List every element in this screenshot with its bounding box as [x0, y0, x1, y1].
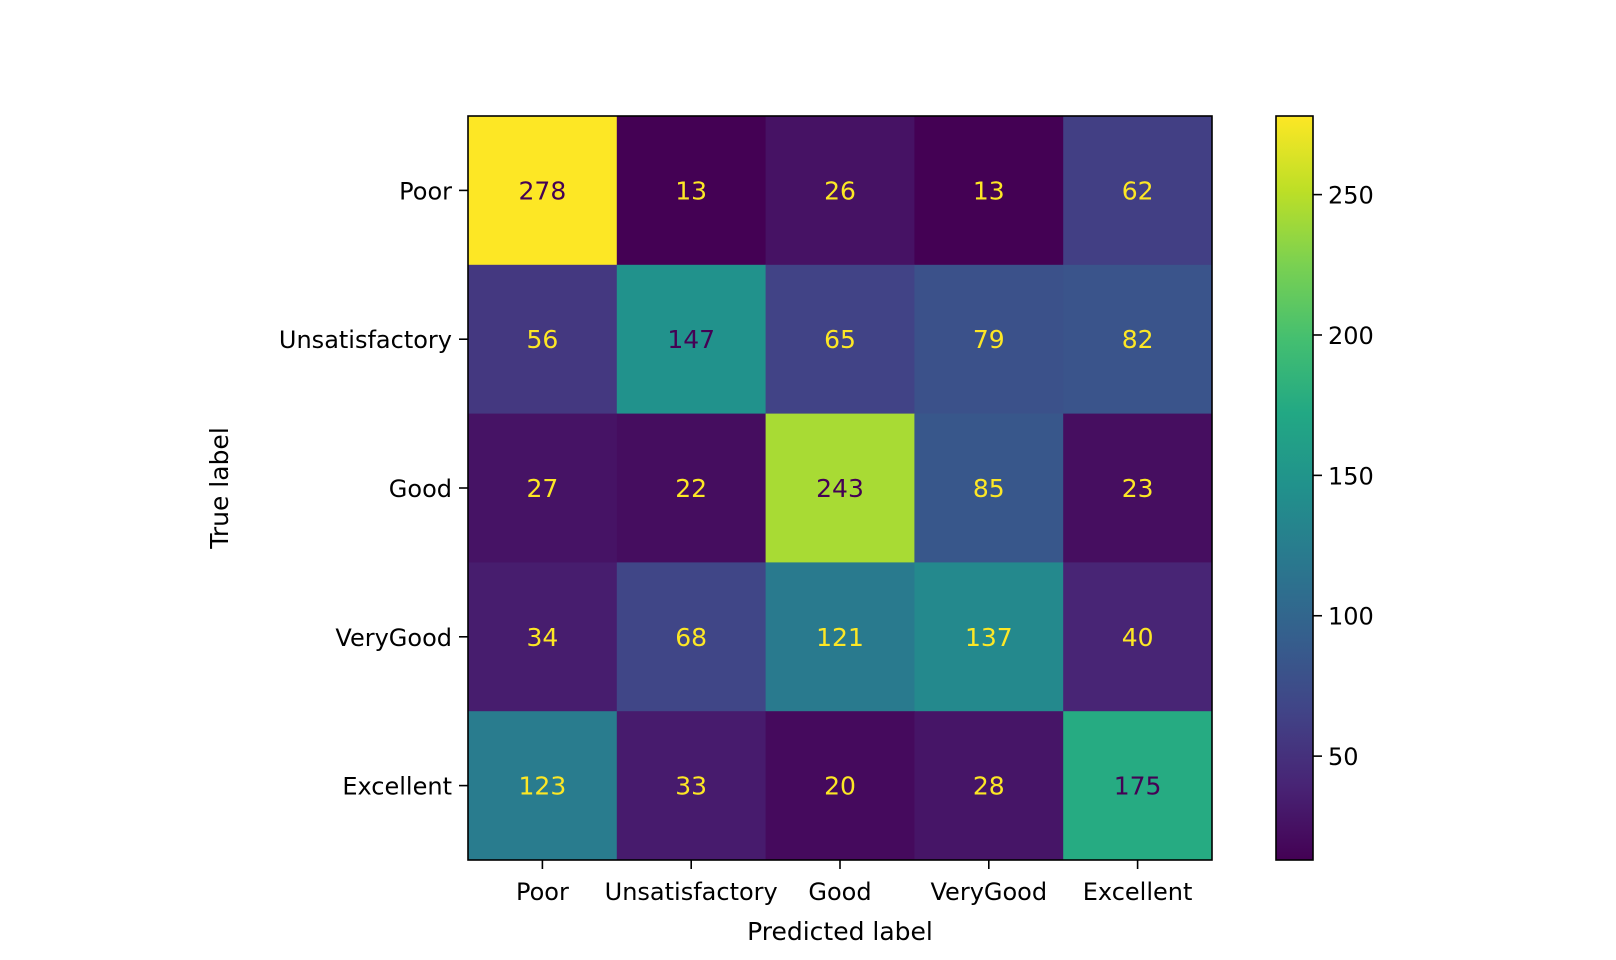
heatmap-cell — [616, 116, 767, 266]
x-tick-label: Good — [808, 878, 871, 906]
colorbar — [1275, 115, 1314, 861]
y-tick-label: VeryGood — [335, 624, 452, 652]
x-tick-label: Unsatisfactory — [605, 878, 778, 906]
heatmap-cell — [765, 116, 915, 266]
cell-value-label: 20 — [824, 772, 856, 801]
heatmap-cell — [914, 413, 1064, 563]
cell-value-label: 34 — [526, 623, 558, 652]
y-axis-ticks: Poor Unsatisfactory Good VeryGood Excellent — [279, 177, 468, 801]
heatmap-cells: 278 13 26 13 62 56 147 65 79 82 27 22 243 85 23 34 68 121… — [468, 116, 1213, 861]
cell-value-label: 62 — [1122, 176, 1154, 205]
heatmap-cell — [1063, 711, 1213, 861]
heatmap-cell — [616, 413, 767, 563]
heatmap-cell — [765, 562, 915, 712]
cell-value-label: 121 — [816, 623, 864, 652]
cell-value-label: 40 — [1122, 623, 1154, 652]
y-tick-label: Good — [389, 475, 452, 503]
heatmap-cell — [1063, 413, 1213, 563]
cell-value-label: 23 — [1122, 474, 1154, 503]
heatmap-cell — [765, 413, 915, 563]
cell-value-label: 22 — [675, 474, 707, 503]
cell-value-label: 33 — [675, 772, 707, 801]
heatmap-cell — [765, 711, 915, 861]
cell-value-label: 85 — [973, 474, 1005, 503]
y-tick-label: Poor — [399, 177, 452, 205]
heatmap-cell — [468, 264, 618, 415]
heatmap-cell — [1063, 562, 1213, 712]
heatmap-cell — [616, 711, 767, 861]
colorbar-ticks: 50 100 150 200 250 — [1313, 182, 1374, 771]
x-tick-label: Excellent — [1083, 878, 1193, 906]
x-tick-label: Poor — [516, 878, 569, 906]
cell-value-label: 243 — [816, 474, 864, 503]
y-axis-label: True label — [205, 427, 234, 550]
cell-value-label: 13 — [973, 176, 1005, 205]
cell-value-label: 28 — [973, 772, 1005, 801]
colorbar-tick-label: 200 — [1328, 322, 1374, 350]
heatmap-cell — [468, 413, 618, 563]
y-tick-label: Unsatisfactory — [279, 326, 452, 354]
x-tick-label: VeryGood — [931, 878, 1048, 906]
cell-value-label: 123 — [519, 772, 567, 801]
heatmap-cell — [616, 264, 767, 415]
cell-value-label: 26 — [824, 176, 856, 205]
heatmap-cell — [616, 562, 767, 712]
cell-value-label: 56 — [526, 325, 558, 354]
cell-value-label: 79 — [973, 325, 1005, 354]
cell-value-label: 13 — [675, 176, 707, 205]
cell-value-label: 137 — [965, 623, 1013, 652]
cell-value-label: 278 — [519, 176, 567, 205]
cell-value-label: 68 — [675, 623, 707, 652]
cell-value-label: 147 — [667, 325, 715, 354]
heatmap-cell — [468, 116, 618, 266]
heatmap-cell — [914, 711, 1064, 861]
cell-value-label: 82 — [1122, 325, 1154, 354]
colorbar-tick-label: 150 — [1328, 462, 1374, 490]
heatmap-cell — [1063, 264, 1213, 415]
colorbar-tick-label: 50 — [1328, 743, 1359, 771]
cell-value-label: 175 — [1114, 772, 1162, 801]
heatmap-cell — [765, 264, 915, 415]
heatmap-cell — [468, 562, 618, 712]
heatmap-cell — [914, 264, 1064, 415]
colorbar-tick-label: 250 — [1328, 182, 1374, 210]
cell-value-label: 27 — [526, 474, 558, 503]
x-axis-label: Predicted label — [747, 917, 933, 946]
heatmap-cell — [914, 116, 1064, 266]
cell-value-label: 65 — [824, 325, 856, 354]
heatmap-cell — [1063, 116, 1213, 266]
y-tick-label: Excellent — [342, 773, 452, 801]
heatmap-cell — [468, 711, 618, 861]
heatmap-cell — [914, 562, 1064, 712]
x-axis-ticks: Poor Unsatisfactory Good VeryGood Excellent — [516, 860, 1192, 906]
colorbar-tick-label: 100 — [1328, 603, 1374, 631]
